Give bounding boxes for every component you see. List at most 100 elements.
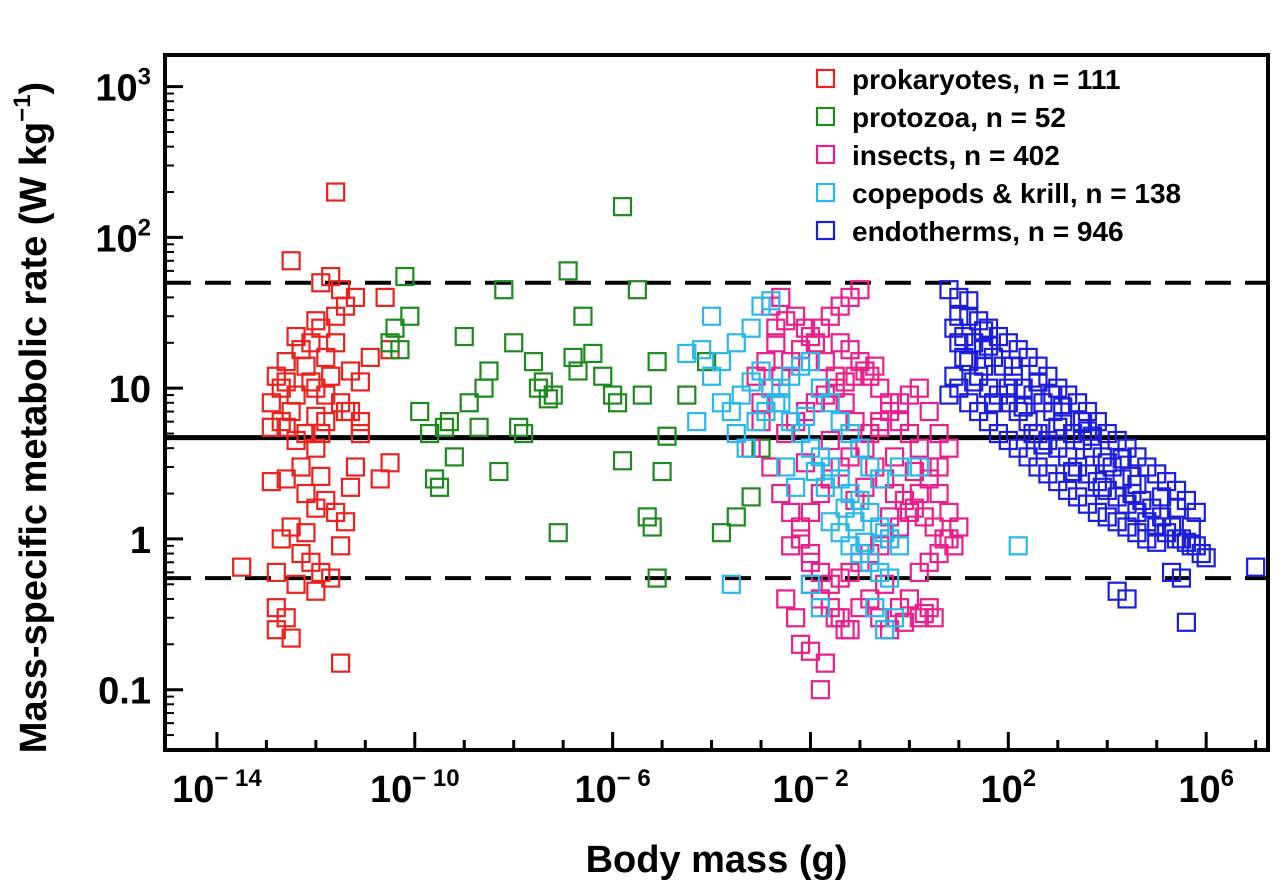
data-point bbox=[919, 598, 939, 618]
data-point bbox=[830, 568, 850, 588]
data-point bbox=[1186, 502, 1206, 522]
data-point bbox=[810, 483, 830, 504]
data-point bbox=[800, 574, 821, 594]
legend-entry: insects, n = 402 bbox=[815, 140, 1060, 171]
data-point bbox=[880, 529, 900, 549]
data-point bbox=[1053, 412, 1073, 432]
data-point bbox=[820, 430, 840, 451]
legend-label: endotherms, n = 946 bbox=[852, 216, 1124, 247]
data-point bbox=[1063, 461, 1083, 482]
data-point bbox=[800, 502, 821, 522]
data-point bbox=[1166, 529, 1187, 549]
data-point bbox=[1147, 532, 1167, 552]
data-point bbox=[830, 457, 850, 477]
data-point bbox=[924, 517, 944, 537]
data-point bbox=[316, 347, 336, 368]
data-point bbox=[835, 620, 855, 640]
data-point bbox=[1171, 568, 1192, 588]
data-point bbox=[1246, 557, 1266, 577]
data-point bbox=[420, 423, 440, 444]
data-point bbox=[360, 347, 380, 368]
data-point bbox=[439, 412, 460, 432]
data-point bbox=[726, 333, 746, 353]
data-point bbox=[949, 333, 969, 353]
data-point bbox=[795, 318, 816, 338]
data-point bbox=[489, 461, 509, 482]
data-point bbox=[326, 182, 346, 202]
data-point bbox=[1097, 480, 1117, 500]
data-point bbox=[786, 412, 806, 432]
data-point bbox=[825, 608, 845, 628]
data-point bbox=[790, 517, 811, 537]
data-point bbox=[1048, 378, 1068, 398]
legend-label: prokaryotes, n = 111 bbox=[852, 64, 1121, 95]
data-point bbox=[1161, 562, 1182, 582]
data-point bbox=[311, 466, 331, 486]
data-point bbox=[751, 296, 771, 316]
data-point bbox=[761, 291, 781, 311]
data-point bbox=[677, 385, 697, 405]
data-point bbox=[870, 378, 890, 398]
data-point bbox=[894, 612, 915, 632]
series-1 bbox=[380, 197, 771, 588]
x-tick-label: 10− 14 bbox=[172, 765, 262, 811]
data-point bbox=[1092, 477, 1112, 497]
data-point bbox=[1013, 378, 1033, 398]
data-point bbox=[830, 523, 850, 543]
data-point bbox=[983, 393, 1004, 413]
data-point bbox=[612, 197, 633, 217]
data-point bbox=[929, 457, 949, 477]
data-point bbox=[1053, 397, 1073, 417]
data-point bbox=[1058, 480, 1078, 500]
legend-label: protozoa, n = 52 bbox=[852, 102, 1066, 133]
data-point bbox=[459, 393, 479, 413]
data-point bbox=[810, 562, 830, 582]
legend-entry: endotherms, n = 946 bbox=[815, 216, 1124, 247]
data-point bbox=[855, 532, 875, 552]
data-point bbox=[494, 280, 514, 300]
data-point bbox=[1077, 421, 1098, 441]
data-point bbox=[1043, 385, 1063, 405]
data-point bbox=[697, 352, 717, 372]
data-point bbox=[880, 568, 900, 588]
data-point bbox=[434, 417, 455, 437]
data-point bbox=[825, 378, 845, 398]
data-point bbox=[786, 477, 806, 497]
series-3 bbox=[677, 291, 1028, 640]
data-point bbox=[840, 340, 860, 360]
data-point bbox=[993, 356, 1013, 376]
data-point bbox=[781, 536, 801, 556]
data-point bbox=[261, 417, 281, 437]
data-point bbox=[350, 423, 370, 444]
data-point bbox=[1003, 356, 1023, 376]
data-point bbox=[998, 378, 1018, 398]
data-point bbox=[1181, 517, 1201, 537]
data-point bbox=[276, 608, 296, 628]
data-point bbox=[1063, 423, 1083, 444]
data-point bbox=[939, 438, 959, 458]
data-point bbox=[1048, 417, 1068, 437]
data-point bbox=[870, 417, 890, 437]
y-axis-title: Mass-specific metabolic rate (W kg−1) bbox=[9, 82, 55, 753]
data-point bbox=[286, 574, 306, 594]
data-point bbox=[291, 457, 311, 477]
data-point bbox=[1176, 532, 1196, 552]
data-point bbox=[410, 401, 430, 422]
data-point bbox=[509, 417, 529, 437]
data-point bbox=[840, 562, 860, 582]
data-point bbox=[306, 406, 326, 426]
data-point bbox=[870, 469, 890, 489]
data-point bbox=[1087, 502, 1107, 522]
data-point bbox=[350, 412, 370, 432]
data-point bbox=[835, 498, 855, 518]
data-point bbox=[978, 336, 999, 356]
data-point bbox=[919, 457, 939, 477]
x-tick-label: 10− 10 bbox=[370, 765, 460, 811]
data-point bbox=[805, 333, 826, 353]
data-point bbox=[899, 385, 920, 405]
data-point bbox=[647, 352, 667, 372]
data-point bbox=[311, 562, 331, 582]
data-point bbox=[909, 483, 929, 504]
data-point bbox=[335, 401, 356, 422]
legend-marker bbox=[815, 182, 836, 203]
